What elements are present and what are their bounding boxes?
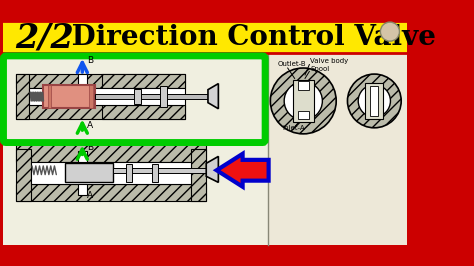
Text: 2/2: 2/2 — [16, 21, 74, 54]
Bar — [43, 85, 95, 108]
Circle shape — [284, 82, 322, 120]
Text: Inlet-A: Inlet-A — [283, 125, 305, 131]
Bar — [191, 149, 206, 201]
Bar — [65, 163, 113, 182]
Bar — [268, 53, 407, 245]
FancyArrow shape — [217, 154, 269, 187]
Circle shape — [358, 85, 391, 117]
Bar — [29, 88, 184, 105]
Bar — [48, 85, 51, 108]
Bar — [3, 53, 268, 245]
Bar — [89, 85, 93, 108]
Bar — [134, 89, 141, 105]
Text: Spool: Spool — [310, 66, 329, 72]
Polygon shape — [208, 84, 219, 109]
Bar — [16, 149, 31, 201]
Circle shape — [270, 68, 336, 134]
Text: Direction Control Valve: Direction Control Valve — [63, 24, 437, 51]
Bar — [16, 74, 29, 119]
Bar — [102, 105, 184, 119]
Text: Outlet-B: Outlet-B — [277, 61, 306, 67]
Bar — [16, 74, 184, 88]
Bar — [298, 81, 309, 90]
Bar — [102, 74, 184, 88]
Bar — [293, 80, 314, 122]
Bar — [365, 83, 383, 119]
Bar — [370, 86, 378, 116]
Circle shape — [381, 22, 400, 41]
Text: Valve body: Valve body — [310, 58, 348, 64]
Bar — [31, 161, 191, 184]
Bar — [16, 144, 206, 161]
Text: A: A — [87, 191, 93, 200]
Bar — [16, 184, 206, 201]
Text: A: A — [87, 121, 93, 130]
Bar — [126, 164, 132, 181]
Bar — [78, 74, 87, 92]
Bar — [3, 21, 407, 53]
Bar — [113, 168, 208, 173]
Bar — [16, 105, 184, 119]
Text: B: B — [87, 143, 93, 152]
Bar — [78, 184, 87, 194]
Bar — [78, 151, 87, 161]
Bar — [95, 94, 208, 99]
Polygon shape — [206, 156, 219, 182]
Bar — [160, 86, 167, 107]
Bar — [152, 164, 158, 181]
Circle shape — [347, 74, 401, 128]
Bar — [298, 111, 309, 119]
Text: B: B — [87, 56, 93, 65]
